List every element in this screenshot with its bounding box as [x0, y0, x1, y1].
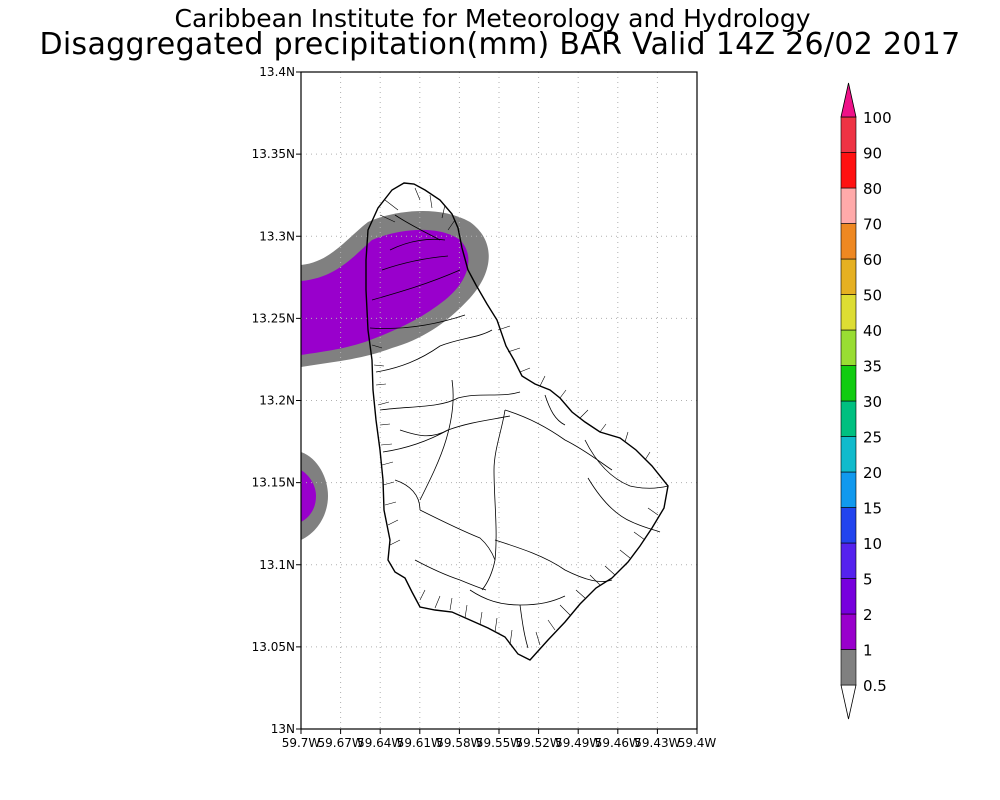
longitude-axis: 59.7W59.67W59.64W59.61W59.58W59.55W59.52…	[282, 729, 717, 750]
lon-tick-label: 59.43W	[634, 736, 680, 750]
colorbar-label: 70	[863, 216, 882, 234]
colorbar-swatch	[840, 116, 857, 153]
colorbar-swatch	[840, 542, 857, 579]
colorbar-swatch	[840, 187, 857, 224]
lat-tick-label: 13.2N	[259, 394, 295, 408]
colorbar-label: 50	[863, 287, 882, 305]
colorbar-swatch	[840, 613, 857, 650]
lon-tick-label: 59.61W	[397, 736, 443, 750]
map-title: Disaggregated precipitation(mm) BAR Vali…	[39, 27, 961, 62]
lat-tick-label: 13N	[271, 722, 295, 736]
colorbar-label: 60	[863, 251, 882, 269]
colorbar-swatch	[840, 258, 857, 295]
lat-tick-label: 13.4N	[259, 65, 295, 79]
colorbar-swatch	[840, 578, 857, 615]
plot-frame	[300, 71, 698, 730]
lat-tick-label: 13.3N	[259, 229, 295, 243]
lon-tick-label: 59.7W	[282, 736, 321, 750]
lat-tick-label: 13.25N	[252, 311, 295, 325]
colorbar-label: 100	[863, 109, 892, 127]
lat-tick-label: 13.1N	[259, 558, 295, 572]
lat-tick-label: 13.15N	[252, 476, 295, 490]
colorbar-label: 1	[863, 642, 873, 660]
colorbar-bottom-arrow	[840, 684, 857, 720]
colorbar-label: 15	[863, 500, 882, 518]
colorbar-label: 90	[863, 145, 882, 163]
map-grid	[301, 72, 697, 729]
parish-boundaries	[369, 214, 669, 649]
colorbar-swatch	[840, 507, 857, 544]
lon-tick-label: 59.58W	[436, 736, 482, 750]
colorbar-label: 25	[863, 429, 882, 447]
colorbar-swatch	[840, 649, 857, 686]
colorbar-swatch	[840, 294, 857, 331]
colorbar-swatch	[840, 400, 857, 437]
lon-tick-label: 59.46W	[595, 736, 641, 750]
precip-shading	[301, 211, 489, 540]
barbados-coastline	[365, 182, 669, 661]
lon-tick-label: 59.64W	[357, 736, 403, 750]
colorbar-swatch	[840, 223, 857, 260]
institute-title: Caribbean Institute for Meteorology and …	[174, 4, 811, 33]
colorbar-swatch	[840, 152, 857, 189]
lat-tick-label: 13.35N	[252, 147, 295, 161]
precip-band-purple-west	[301, 470, 316, 522]
colorbar-swatch	[840, 471, 857, 508]
colorbar-swatch	[840, 436, 857, 473]
coastal-drainage	[371, 187, 659, 646]
colorbar-label: 20	[863, 464, 882, 482]
latitude-axis: 13.4N 13.35N 13.3N 13.25N 13.2N 13.15N 13.1N 13…	[252, 65, 301, 736]
colorbar-swatch	[840, 329, 857, 366]
lon-tick-label: 59.52W	[515, 736, 561, 750]
lat-tick-label: 13.05N	[252, 640, 295, 654]
colorbar-label: 2	[863, 606, 873, 624]
lon-tick-label: 59.55W	[476, 736, 522, 750]
colorbar-label: 35	[863, 358, 882, 376]
lon-tick-label: 59.4W	[678, 736, 717, 750]
colorbar-label: 80	[863, 180, 882, 198]
colorbar-label: 5	[863, 571, 873, 589]
precip-band-purple-north	[301, 229, 469, 355]
barbados-map	[365, 182, 669, 661]
lon-tick-label: 59.49W	[555, 736, 601, 750]
colorbar-label: 10	[863, 535, 882, 553]
lon-tick-label: 59.67W	[317, 736, 363, 750]
colorbar-top-arrow	[840, 82, 857, 118]
colorbar-label: 0.5	[863, 677, 887, 695]
colorbar-label: 40	[863, 322, 882, 340]
colorbar-label: 30	[863, 393, 882, 411]
colorbar-swatch	[840, 365, 857, 402]
